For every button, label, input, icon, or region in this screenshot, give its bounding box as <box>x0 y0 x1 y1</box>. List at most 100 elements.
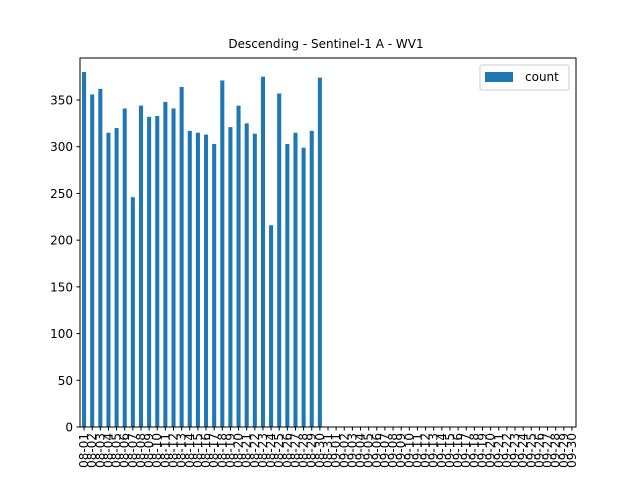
bar-08-30 <box>317 77 322 428</box>
x-tick-label: 08-07 <box>126 433 140 468</box>
x-tick-label: 09-02 <box>337 433 351 468</box>
bar-08-20 <box>236 105 241 427</box>
bar-08-19 <box>228 127 233 427</box>
x-tick-label: 08-28 <box>297 433 311 468</box>
x-tick-label: 09-22 <box>500 433 514 468</box>
bar-08-02 <box>90 94 95 428</box>
y-tick-label: 300 <box>50 140 73 154</box>
bar-08-11 <box>163 101 168 427</box>
y-tick-label: 0 <box>65 421 73 435</box>
y-tick-label: 250 <box>50 187 73 201</box>
y-tick-label: 350 <box>50 94 73 108</box>
x-tick-label: 08-29 <box>305 433 319 468</box>
x-tick-label: 08-30 <box>313 433 327 468</box>
x-axis: 08-0108-0208-0308-0408-0508-0608-0708-08… <box>77 427 579 468</box>
bar-08-12 <box>171 108 176 427</box>
x-tick-label: 08-10 <box>150 433 164 468</box>
bar-08-22 <box>252 133 257 428</box>
y-tick-label: 100 <box>50 327 73 341</box>
bar-08-14 <box>187 130 192 427</box>
x-tick-label: 08-06 <box>118 433 132 468</box>
legend-box <box>479 64 570 91</box>
x-tick-label: 09-26 <box>532 433 546 468</box>
x-tick-label: 09-06 <box>370 433 384 468</box>
x-tick-label: 08-12 <box>167 433 181 468</box>
bar-08-04 <box>106 132 111 428</box>
bar-08-26 <box>285 143 290 427</box>
legend: count <box>479 64 570 91</box>
x-tick-label: 08-31 <box>321 433 335 468</box>
x-tick-label: 09-10 <box>402 433 416 468</box>
x-tick-label: 08-17 <box>207 433 221 468</box>
bar-08-17 <box>212 143 217 427</box>
bar-08-23 <box>260 76 265 428</box>
x-tick-label: 09-21 <box>492 433 506 468</box>
x-tick-label: 08-14 <box>183 433 197 468</box>
x-tick-label: 09-04 <box>354 433 368 468</box>
bar-08-16 <box>204 134 209 427</box>
x-tick-label: 09-20 <box>484 433 498 468</box>
x-tick-label: 09-05 <box>362 433 376 468</box>
bar-08-29 <box>309 130 314 427</box>
x-tick-label: 09-03 <box>345 433 359 468</box>
bar-08-03 <box>98 88 103 427</box>
x-tick-label: 08-03 <box>93 433 107 468</box>
x-tick-label: 09-19 <box>475 433 489 468</box>
chart-title: Descending - Sentinel-1 A - WV1 <box>228 37 423 51</box>
y-tick-label: 50 <box>58 374 73 388</box>
x-tick-label: 08-09 <box>142 433 156 468</box>
y-tick-label: 200 <box>50 234 73 248</box>
bar-08-01 <box>82 72 87 427</box>
x-tick-label: 09-16 <box>451 433 465 468</box>
x-tick-label: 08-24 <box>264 433 278 468</box>
bar-08-07 <box>130 197 135 427</box>
x-tick-label: 09-17 <box>459 433 473 468</box>
y-axis: 0 50 100 150 200 250 300 350 <box>50 94 80 435</box>
y-tick-label: 150 <box>50 280 73 294</box>
x-tick-label: 09-14 <box>435 433 449 468</box>
x-tick-label: 08-20 <box>232 433 246 468</box>
bar-08-24 <box>269 225 274 427</box>
x-tick-label: 08-15 <box>191 433 205 468</box>
x-tick-label: 09-23 <box>508 433 522 468</box>
x-tick-label: 08-05 <box>110 433 124 468</box>
x-tick-label: 09-09 <box>394 433 408 468</box>
bar-08-18 <box>220 80 225 428</box>
bar-08-09 <box>147 116 152 427</box>
bar-08-21 <box>244 123 249 427</box>
bar-08-13 <box>179 86 184 428</box>
bar-08-15 <box>195 132 200 428</box>
bar-08-06 <box>122 108 127 427</box>
bars-group <box>82 72 322 428</box>
x-tick-label: 08-19 <box>223 433 237 468</box>
x-tick-label: 08-23 <box>256 433 270 468</box>
legend-swatch <box>485 72 513 82</box>
x-tick-label: 08-18 <box>215 433 229 468</box>
x-tick-label: 09-12 <box>419 433 433 468</box>
x-tick-label: 08-02 <box>85 433 99 468</box>
x-tick-label: 09-25 <box>524 433 538 468</box>
x-tick-label: 08-22 <box>248 433 262 468</box>
bar-08-27 <box>293 132 298 428</box>
bar-08-10 <box>155 115 160 428</box>
x-tick-label: 09-18 <box>467 433 481 468</box>
plot-frame <box>79 57 577 428</box>
x-tick-label: 08-27 <box>288 433 302 468</box>
x-tick-label: 08-11 <box>158 433 172 468</box>
x-tick-label: 08-01 <box>77 433 91 468</box>
x-tick-label: 08-04 <box>101 433 115 468</box>
bar-08-08 <box>138 105 144 427</box>
x-tick-label: 08-13 <box>175 433 189 468</box>
x-tick-label: 08-25 <box>272 433 286 468</box>
x-tick-label: 09-01 <box>329 433 343 468</box>
x-tick-label: 09-08 <box>386 433 400 468</box>
x-tick-label: 08-26 <box>280 433 294 468</box>
x-tick-label: 09-13 <box>427 433 441 468</box>
x-tick-label: 09-07 <box>378 433 392 468</box>
x-tick-label: 08-21 <box>240 433 254 468</box>
x-tick-label: 09-30 <box>565 433 579 468</box>
x-tick-label: 09-29 <box>557 433 571 468</box>
x-tick-label: 09-11 <box>410 433 424 468</box>
x-tick-label: 08-08 <box>134 433 148 468</box>
